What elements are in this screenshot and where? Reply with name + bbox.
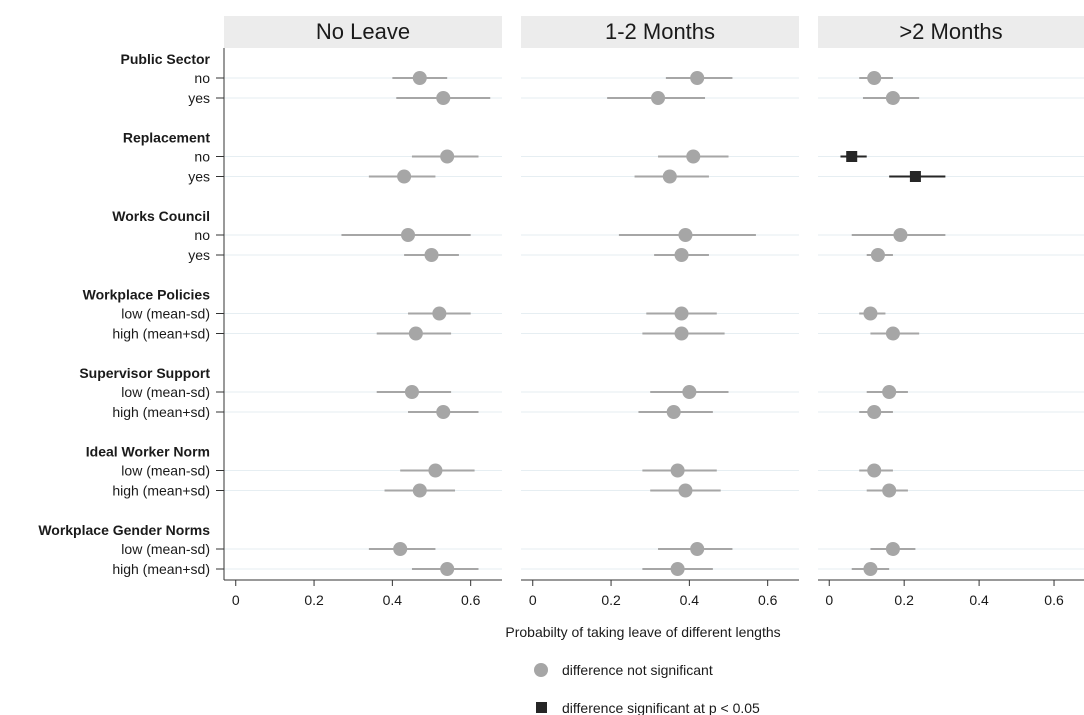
- point-marker: [440, 149, 455, 164]
- point-marker: [436, 91, 451, 105]
- point-marker: [440, 562, 455, 576]
- point-marker: [651, 91, 666, 105]
- legend-label-not-significant: difference not significant: [562, 662, 713, 678]
- point-marker: [428, 463, 443, 478]
- panel-header: [818, 16, 1084, 48]
- point-marker-significant: [909, 171, 921, 182]
- group-title: Workplace Gender Norms: [38, 522, 210, 538]
- point-marker: [424, 248, 439, 262]
- point-marker: [867, 71, 882, 85]
- row-label: yes: [188, 90, 210, 106]
- x-tick-label: 0.6: [461, 592, 481, 608]
- x-tick-label: 0.6: [758, 592, 778, 608]
- row-label: low (mean-sd): [121, 306, 210, 322]
- point-marker: [432, 306, 447, 321]
- point-marker: [393, 542, 408, 556]
- panel-header: [521, 16, 799, 48]
- point-marker: [436, 405, 451, 419]
- point-marker: [412, 71, 427, 85]
- point-marker: [666, 405, 681, 419]
- x-tick-label: 0.4: [969, 592, 989, 608]
- legend-label-significant: difference significant at p < 0.05: [562, 700, 760, 715]
- x-tick-label: 0: [529, 592, 537, 608]
- point-marker: [670, 562, 685, 576]
- point-marker: [408, 326, 423, 341]
- row-label: high (mean+sd): [112, 561, 210, 577]
- group-title: Replacement: [123, 130, 210, 146]
- row-label: high (mean+sd): [112, 326, 210, 342]
- row-label: no: [194, 70, 210, 86]
- row-label: no: [194, 149, 210, 165]
- point-marker: [690, 71, 705, 85]
- point-marker: [885, 91, 900, 105]
- point-marker: [867, 405, 882, 419]
- row-label: low (mean-sd): [121, 384, 210, 400]
- panel-title: No Leave: [316, 19, 410, 44]
- x-tick-label: 0.2: [601, 592, 621, 608]
- panel-title: 1-2 Months: [605, 19, 715, 44]
- point-marker: [670, 463, 685, 478]
- point-marker: [404, 385, 419, 399]
- row-label: no: [194, 227, 210, 243]
- point-marker: [662, 169, 677, 184]
- point-marker: [863, 306, 878, 321]
- point-marker: [863, 562, 878, 576]
- point-marker: [678, 483, 693, 498]
- panel-title: >2 Months: [899, 19, 1002, 44]
- point-marker: [397, 169, 412, 184]
- point-marker: [412, 483, 427, 498]
- group-title: Supervisor Support: [79, 365, 210, 381]
- point-marker: [885, 326, 900, 341]
- point-marker: [885, 542, 900, 556]
- row-label: yes: [188, 247, 210, 263]
- group-title: Public Sector: [121, 51, 211, 67]
- point-marker: [674, 248, 689, 262]
- point-marker: [882, 483, 897, 498]
- point-marker: [682, 385, 697, 399]
- row-label: yes: [188, 169, 210, 185]
- x-tick-label: 0.2: [894, 592, 914, 608]
- legend-marker-not-significant: [534, 663, 548, 677]
- row-label: high (mean+sd): [112, 483, 210, 499]
- x-tick-label: 0.6: [1044, 592, 1064, 608]
- legend-marker-significant: [536, 702, 547, 713]
- point-marker: [870, 248, 885, 262]
- point-marker: [867, 463, 882, 478]
- row-label: low (mean-sd): [121, 463, 210, 479]
- x-tick-label: 0.4: [680, 592, 700, 608]
- point-marker: [882, 385, 897, 399]
- point-marker: [674, 306, 689, 321]
- point-marker: [674, 326, 689, 341]
- x-axis-title: Probabilty of taking leave of different …: [505, 624, 780, 640]
- point-marker-significant: [846, 151, 858, 162]
- x-tick-label: 0.2: [304, 592, 324, 608]
- x-tick-label: 0: [825, 592, 833, 608]
- panel-header: [224, 16, 502, 48]
- row-label: high (mean+sd): [112, 404, 210, 420]
- group-title: Workplace Policies: [83, 287, 211, 303]
- group-title: Works Council: [112, 208, 210, 224]
- group-title: Ideal Worker Norm: [86, 444, 210, 460]
- point-marker: [686, 149, 701, 164]
- row-label: low (mean-sd): [121, 541, 210, 557]
- point-marker: [401, 228, 416, 242]
- x-tick-label: 0.4: [383, 592, 403, 608]
- x-tick-label: 0: [232, 592, 240, 608]
- point-marker: [690, 542, 705, 556]
- point-marker: [893, 228, 908, 242]
- point-marker: [678, 228, 693, 242]
